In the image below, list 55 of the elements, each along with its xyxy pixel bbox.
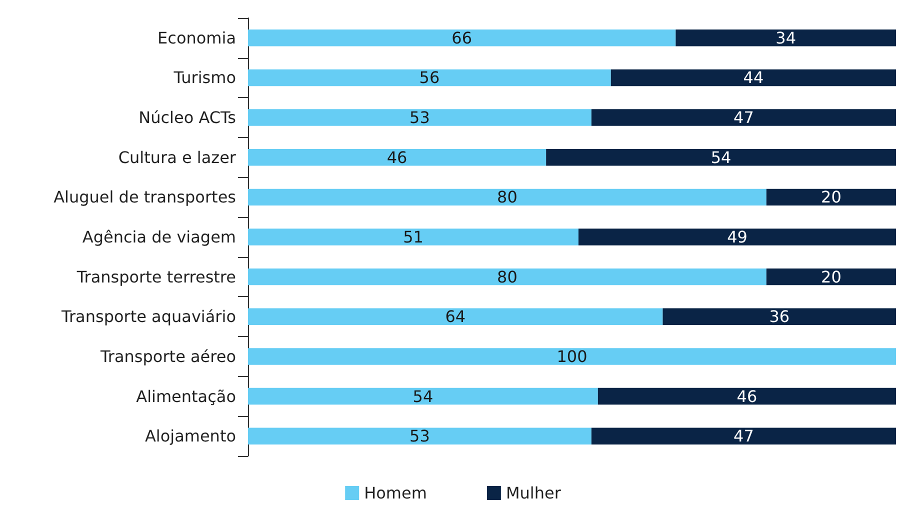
bar	[248, 30, 676, 46]
y-tick-label: Alimentação	[136, 386, 236, 406]
y-tick-label: Núcleo ACTs	[138, 108, 236, 128]
data-label: 54	[412, 386, 434, 406]
bar	[248, 69, 611, 86]
bar	[248, 188, 766, 206]
bar	[591, 109, 896, 126]
y-tick-label: Transporte aquaviário	[60, 307, 236, 326]
y-tick-label: Cultura e lazer	[118, 148, 236, 167]
y-tick-label: Economia	[158, 28, 236, 48]
data-label: 36	[769, 307, 790, 326]
bar	[248, 228, 578, 246]
bar	[578, 228, 896, 246]
bar	[546, 149, 896, 166]
data-label: 64	[445, 307, 466, 326]
bar	[248, 348, 896, 365]
bar	[676, 30, 896, 46]
data-label: 80	[497, 188, 518, 207]
data-label: 51	[403, 228, 424, 246]
data-label: 66	[452, 28, 472, 48]
bar	[766, 188, 896, 206]
y-tick-label: Transporte aéreo	[99, 346, 236, 366]
legend-label: Mulher	[506, 484, 562, 502]
data-label: 44	[743, 68, 764, 88]
data-label: 49	[727, 228, 748, 246]
bar	[248, 388, 598, 405]
bar	[598, 388, 896, 405]
y-tick-label: Turismo	[172, 68, 236, 88]
y-tick-label: Alojamento	[144, 426, 236, 446]
bar	[248, 268, 766, 286]
data-label: 20	[821, 267, 842, 286]
data-label: 53	[410, 108, 430, 128]
bar	[591, 428, 896, 444]
legend-label: Homem	[364, 484, 427, 502]
y-tick-label: Transporte terrestre	[76, 267, 236, 286]
data-label: 56	[419, 68, 440, 88]
bar	[766, 268, 896, 286]
y-tick-label: Agência de viagem	[82, 228, 236, 246]
data-label: 46	[736, 386, 758, 406]
bar	[248, 109, 592, 126]
bar	[610, 69, 896, 86]
bar	[662, 308, 896, 325]
data-label: 47	[734, 108, 754, 128]
data-label: 54	[710, 148, 732, 167]
data-label: 80	[497, 267, 518, 286]
data-label: 46	[386, 148, 408, 167]
bar	[248, 149, 546, 166]
data-label: 53	[410, 426, 430, 446]
data-label: 100	[556, 346, 588, 366]
bar	[248, 308, 663, 325]
data-label: 20	[821, 188, 842, 207]
data-label: 34	[776, 28, 796, 48]
data-label: 47	[734, 426, 754, 446]
bar	[248, 428, 592, 444]
y-tick-label: Aluguel de transportes	[54, 188, 236, 207]
